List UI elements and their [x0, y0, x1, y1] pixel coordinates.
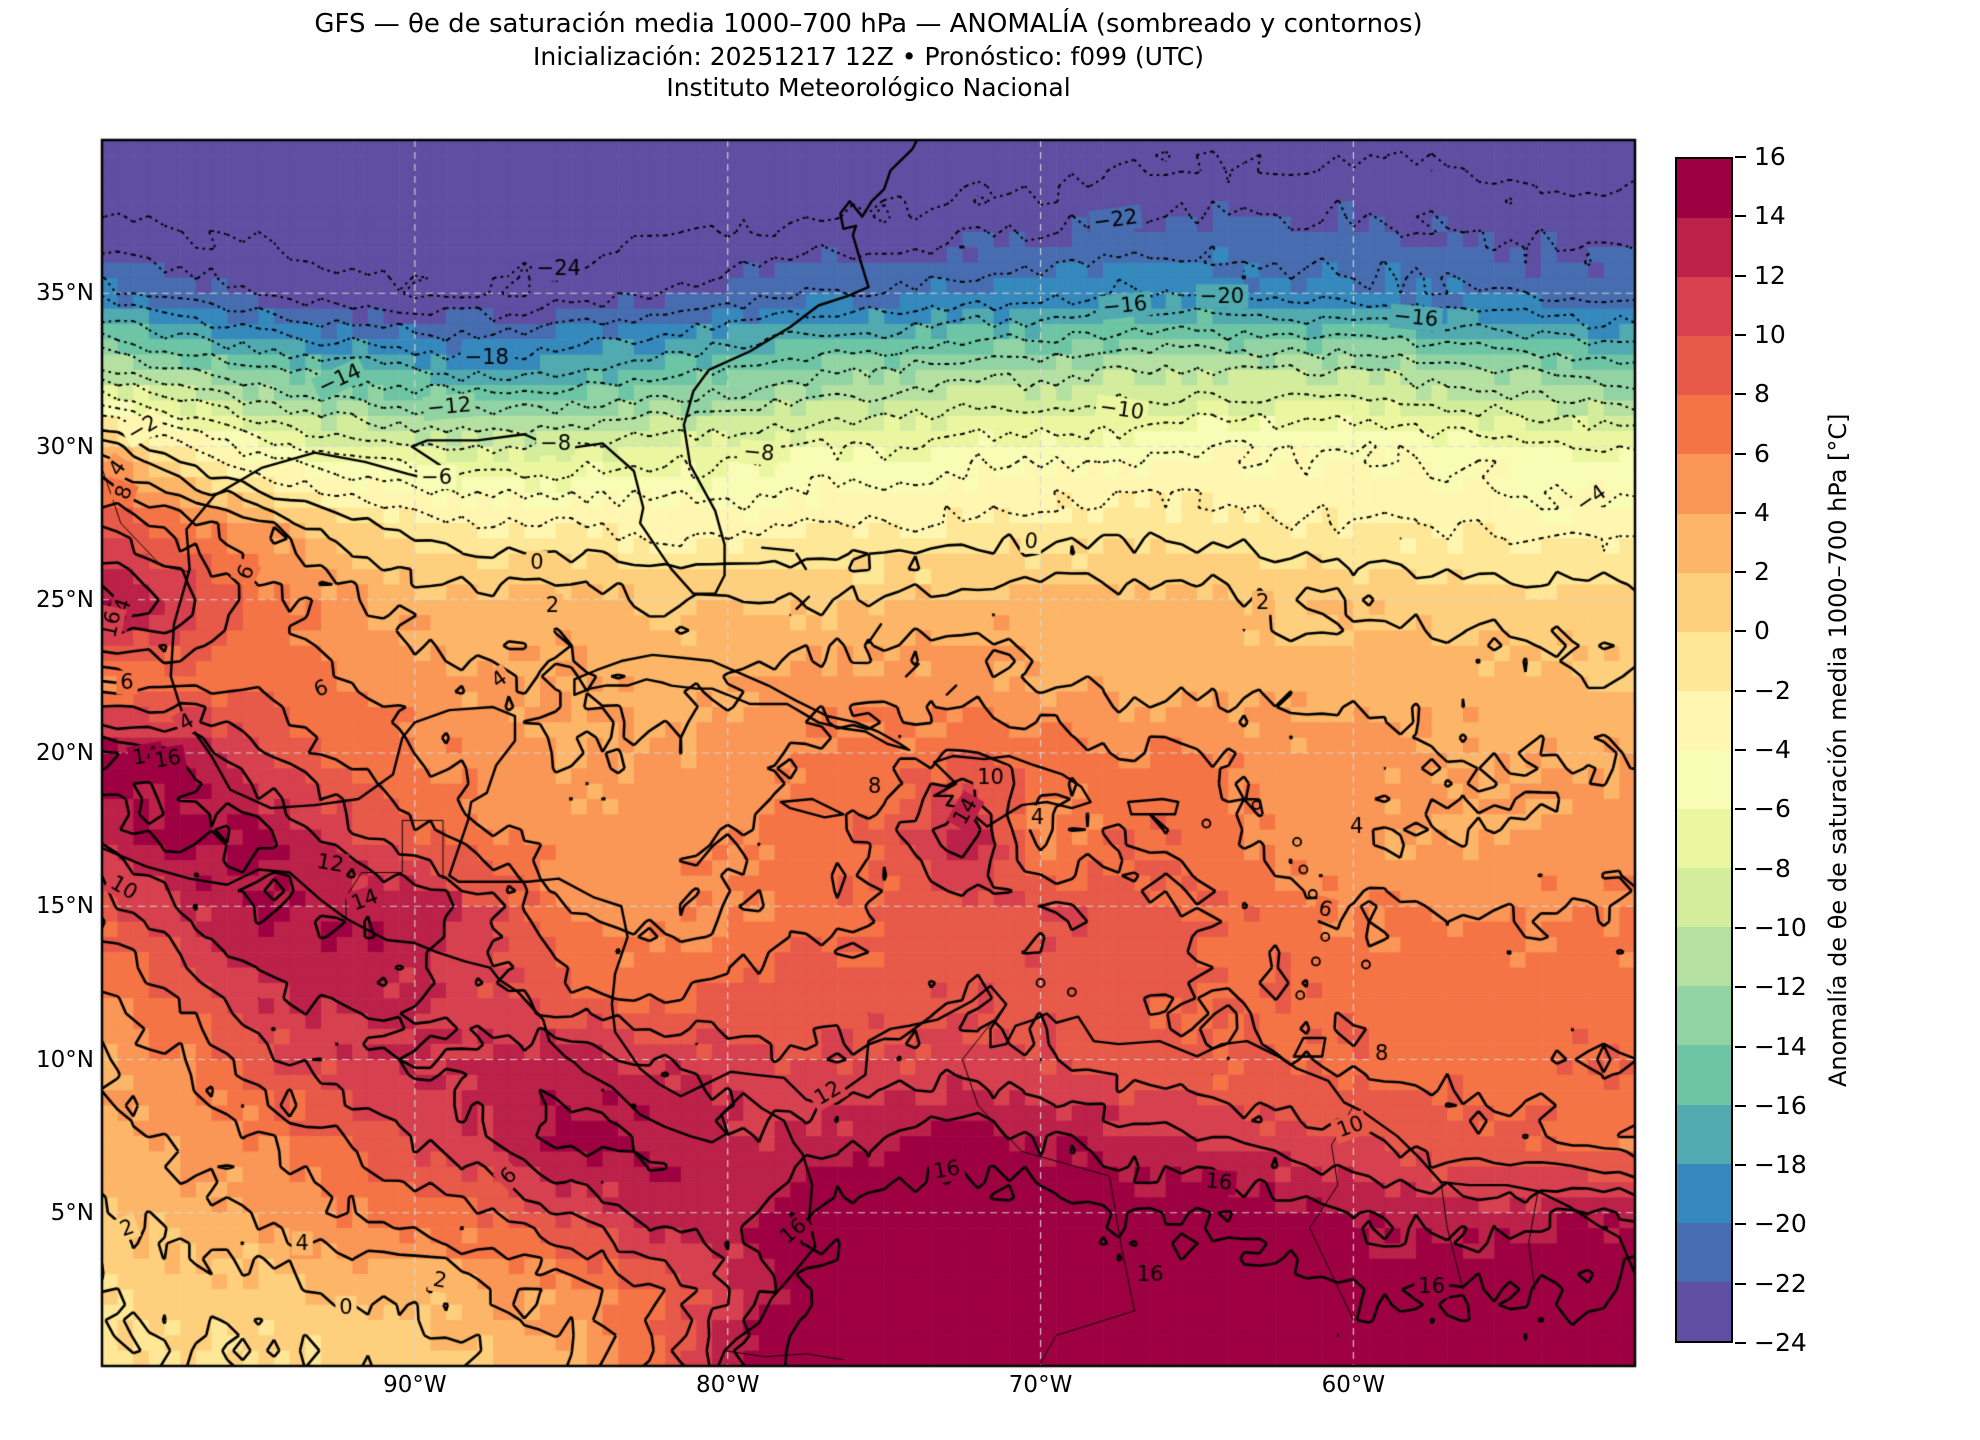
colorbar-tickmark-6: [1735, 452, 1746, 455]
lat-tick-20: 20°N: [36, 740, 94, 766]
colorbar-segment-2-to-4: [1677, 513, 1731, 573]
colorbar-segment--14-to--12: [1677, 986, 1731, 1046]
figure-subtitle-institute: Instituto Meteorológico Nacional: [666, 73, 1071, 102]
colorbar-tickmark-14: [1735, 215, 1746, 218]
colorbar-tickmark-−10: [1735, 926, 1746, 929]
colorbar-segment-8-to-10: [1677, 336, 1731, 396]
colorbar-tickmark-−12: [1735, 986, 1746, 989]
colorbar-title: Anomalía de θe de saturación media 1000–…: [1824, 413, 1852, 1087]
colorbar-tickmark-2: [1735, 571, 1746, 574]
lat-tick-10: 10°N: [36, 1046, 94, 1073]
colorbar-tickmark-−16: [1735, 1104, 1746, 1107]
colorbar-segment--20-to--18: [1677, 1163, 1731, 1223]
lat-tick-35: 35°N: [36, 280, 94, 307]
colorbar-tickmark-−22: [1735, 1282, 1746, 1285]
colorbar-ticklabel-6: 6: [1754, 438, 1770, 468]
colorbar-tickmark-−2: [1735, 689, 1746, 692]
colorbar-tickmark-−20: [1735, 1223, 1746, 1226]
colorbar-ticklabel-16: 16: [1754, 142, 1786, 171]
colorbar-ticklabel-−10: −10: [1754, 912, 1807, 942]
lon-tick-60: 60°W: [1321, 1372, 1386, 1398]
colorbar-segment-10-to-12: [1677, 277, 1731, 337]
colorbar-segment--24-to--22: [1677, 1281, 1731, 1341]
colorbar-ticklabel-8: 8: [1754, 379, 1770, 409]
colorbar-segment--10-to--8: [1677, 868, 1731, 928]
colorbar-tickmark-16: [1735, 156, 1746, 158]
colorbar-ticklabel-10: 10: [1754, 319, 1786, 349]
lat-tick-30: 30°N: [36, 433, 94, 460]
colorbar-ticklabel-−24: −24: [1754, 1328, 1807, 1357]
figure-title: GFS — θe de saturación media 1000–700 hP…: [314, 9, 1423, 39]
colorbar-ticklabel-−20: −20: [1754, 1209, 1807, 1239]
colorbar-tickmark-8: [1735, 393, 1746, 396]
colorbar-segment-12-to-14: [1677, 218, 1731, 278]
colorbar: [1675, 157, 1733, 1343]
colorbar-segment--6-to--4: [1677, 749, 1731, 810]
colorbar-ticklabel-−2: −2: [1754, 675, 1791, 705]
colorbar-ticklabel-14: 14: [1754, 201, 1786, 231]
colorbar-tickmark-−24: [1735, 1342, 1746, 1344]
colorbar-segment--22-to--20: [1677, 1222, 1731, 1282]
colorbar-segment--16-to--14: [1677, 1045, 1731, 1105]
colorbar-tickmark-−4: [1735, 749, 1746, 751]
lat-tick-15: 15°N: [36, 893, 94, 920]
colorbar-ticklabel-4: 4: [1754, 497, 1770, 527]
colorbar-segment--4-to--2: [1677, 690, 1731, 750]
colorbar-tickmark-−14: [1735, 1045, 1746, 1048]
colorbar-ticklabel-−18: −18: [1754, 1150, 1807, 1180]
colorbar-tickmark-−18: [1735, 1164, 1746, 1167]
colorbar-ticklabel-−8: −8: [1754, 853, 1791, 883]
colorbar-ticklabel-2: 2: [1754, 557, 1770, 587]
colorbar-tickmark-−8: [1735, 867, 1746, 870]
lon-tick-90: 90°W: [383, 1372, 447, 1398]
colorbar-segment--8-to--6: [1677, 809, 1731, 869]
colorbar-segment-6-to-8: [1677, 395, 1731, 455]
colorbar-tickmark-−6: [1735, 808, 1746, 811]
colorbar-ticklabel-−22: −22: [1754, 1268, 1807, 1298]
colorbar-segment--18-to--16: [1677, 1104, 1731, 1164]
colorbar-tickmark-12: [1735, 274, 1746, 277]
colorbar-ticklabel-−14: −14: [1754, 1031, 1807, 1061]
colorbar-segment--12-to--10: [1677, 927, 1731, 987]
figure-subtitle-init-forecast: Inicialización: 20251217 12Z • Pronóstic…: [533, 42, 1204, 71]
colorbar-segment-14-to-16: [1677, 159, 1731, 219]
colorbar-ticklabel-−6: −6: [1754, 794, 1791, 824]
colorbar-ticklabel-−4: −4: [1754, 735, 1791, 764]
title-block: GFS — θe de saturación media 1000–700 hP…: [102, 8, 1635, 103]
colorbar-ticklabel-0: 0: [1754, 616, 1770, 646]
lon-tick-80: 80°W: [695, 1372, 760, 1398]
colorbar-tickmark-10: [1735, 333, 1746, 336]
colorbar-ticklabel-−12: −12: [1754, 972, 1807, 1002]
colorbar-segment-0-to-2: [1677, 572, 1731, 632]
colorbar-tickmark-0: [1735, 630, 1746, 633]
colorbar-segment-4-to-6: [1677, 454, 1731, 514]
colorbar-ticklabel-−16: −16: [1754, 1090, 1807, 1120]
lat-tick-25: 25°N: [36, 586, 94, 613]
lon-tick-70: 70°W: [1008, 1372, 1073, 1398]
colorbar-segment--2-to-0: [1677, 631, 1731, 691]
colorbar-ticklabel-12: 12: [1754, 260, 1786, 290]
lat-tick-5: 5°N: [50, 1199, 94, 1226]
colorbar-tickmark-4: [1735, 511, 1746, 514]
